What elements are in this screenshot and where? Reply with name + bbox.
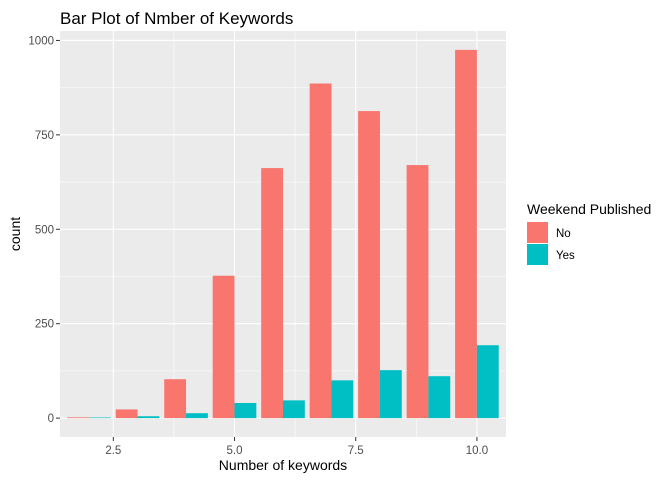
bar-no-5 (212, 275, 235, 419)
y-tick-label: 750 (35, 130, 54, 142)
y-tick-label: 500 (35, 224, 54, 236)
bar-no-7 (309, 83, 332, 419)
bar-no-2 (67, 417, 90, 419)
y-tick-label: 1000 (28, 35, 54, 47)
bar-no-8 (358, 111, 380, 419)
bar-no-3 (115, 409, 138, 419)
bar-yes-5 (234, 403, 257, 419)
chart-title: Bar Plot of Nmber of Keywords (60, 9, 293, 28)
x-tick-label: 10.0 (466, 445, 488, 457)
legend-key-no (527, 222, 548, 243)
bar-no-9 (406, 165, 429, 419)
legend-title: Weekend Published (527, 201, 651, 217)
bar-yes-9 (428, 376, 451, 419)
bars (67, 49, 499, 419)
bar-yes-10 (476, 345, 499, 419)
x-tick-label: 7.5 (348, 445, 364, 457)
x-tick-label: 5.0 (227, 445, 243, 457)
bar-no-4 (164, 379, 187, 419)
x-axis-title: Number of keywords (219, 457, 347, 473)
bar-no-10 (455, 49, 477, 419)
bar-yes-4 (186, 413, 208, 419)
bar-no-6 (261, 168, 283, 419)
bar-yes-8 (379, 370, 402, 419)
x-axis-ticks: 2.5 5.0 7.5 10.0 (105, 437, 488, 457)
bar-yes-7 (331, 380, 354, 419)
y-tick-label: 0 (48, 413, 54, 425)
bar-yes-3 (137, 416, 160, 419)
y-tick-label: 250 (35, 319, 54, 331)
x-tick-label: 2.5 (105, 445, 121, 457)
legend: Weekend Published No Yes (527, 201, 651, 265)
legend-label-yes: Yes (556, 250, 575, 262)
legend-label-no: No (556, 228, 571, 240)
legend-key-yes (527, 244, 548, 265)
y-axis-ticks: 0 250 500 750 1000 (28, 35, 60, 425)
bar-yes-6 (283, 400, 305, 419)
bar-yes-2 (89, 417, 111, 419)
y-axis-title: count (7, 217, 23, 251)
